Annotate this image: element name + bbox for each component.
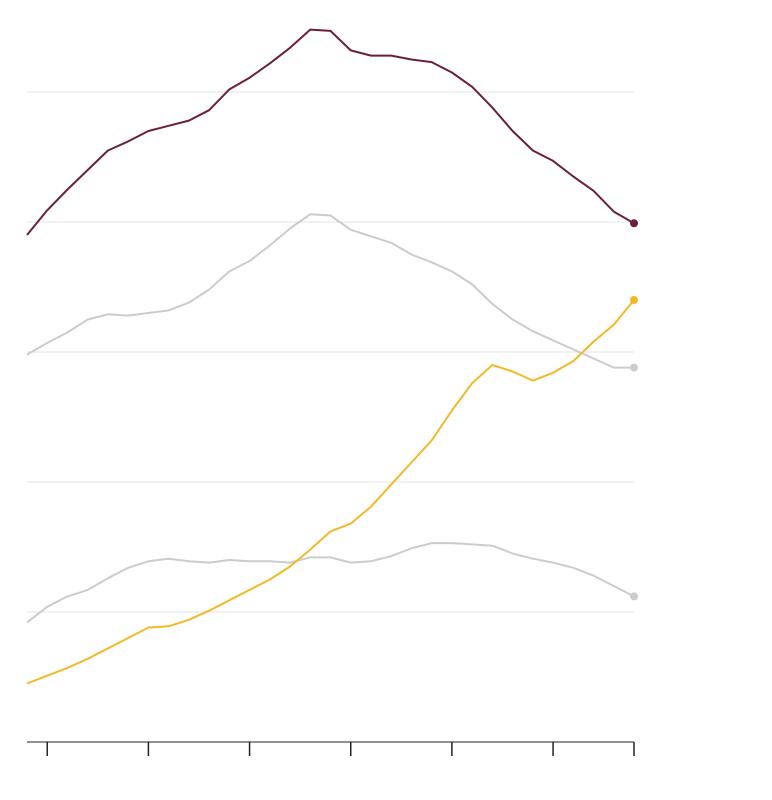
end-marker xyxy=(630,219,638,228)
series-line xyxy=(26,28,635,236)
end-marker xyxy=(630,592,638,601)
series-line xyxy=(26,542,635,624)
series-line xyxy=(26,213,634,369)
end-marker xyxy=(630,296,638,304)
end-marker xyxy=(630,363,638,372)
series-line xyxy=(26,299,635,685)
